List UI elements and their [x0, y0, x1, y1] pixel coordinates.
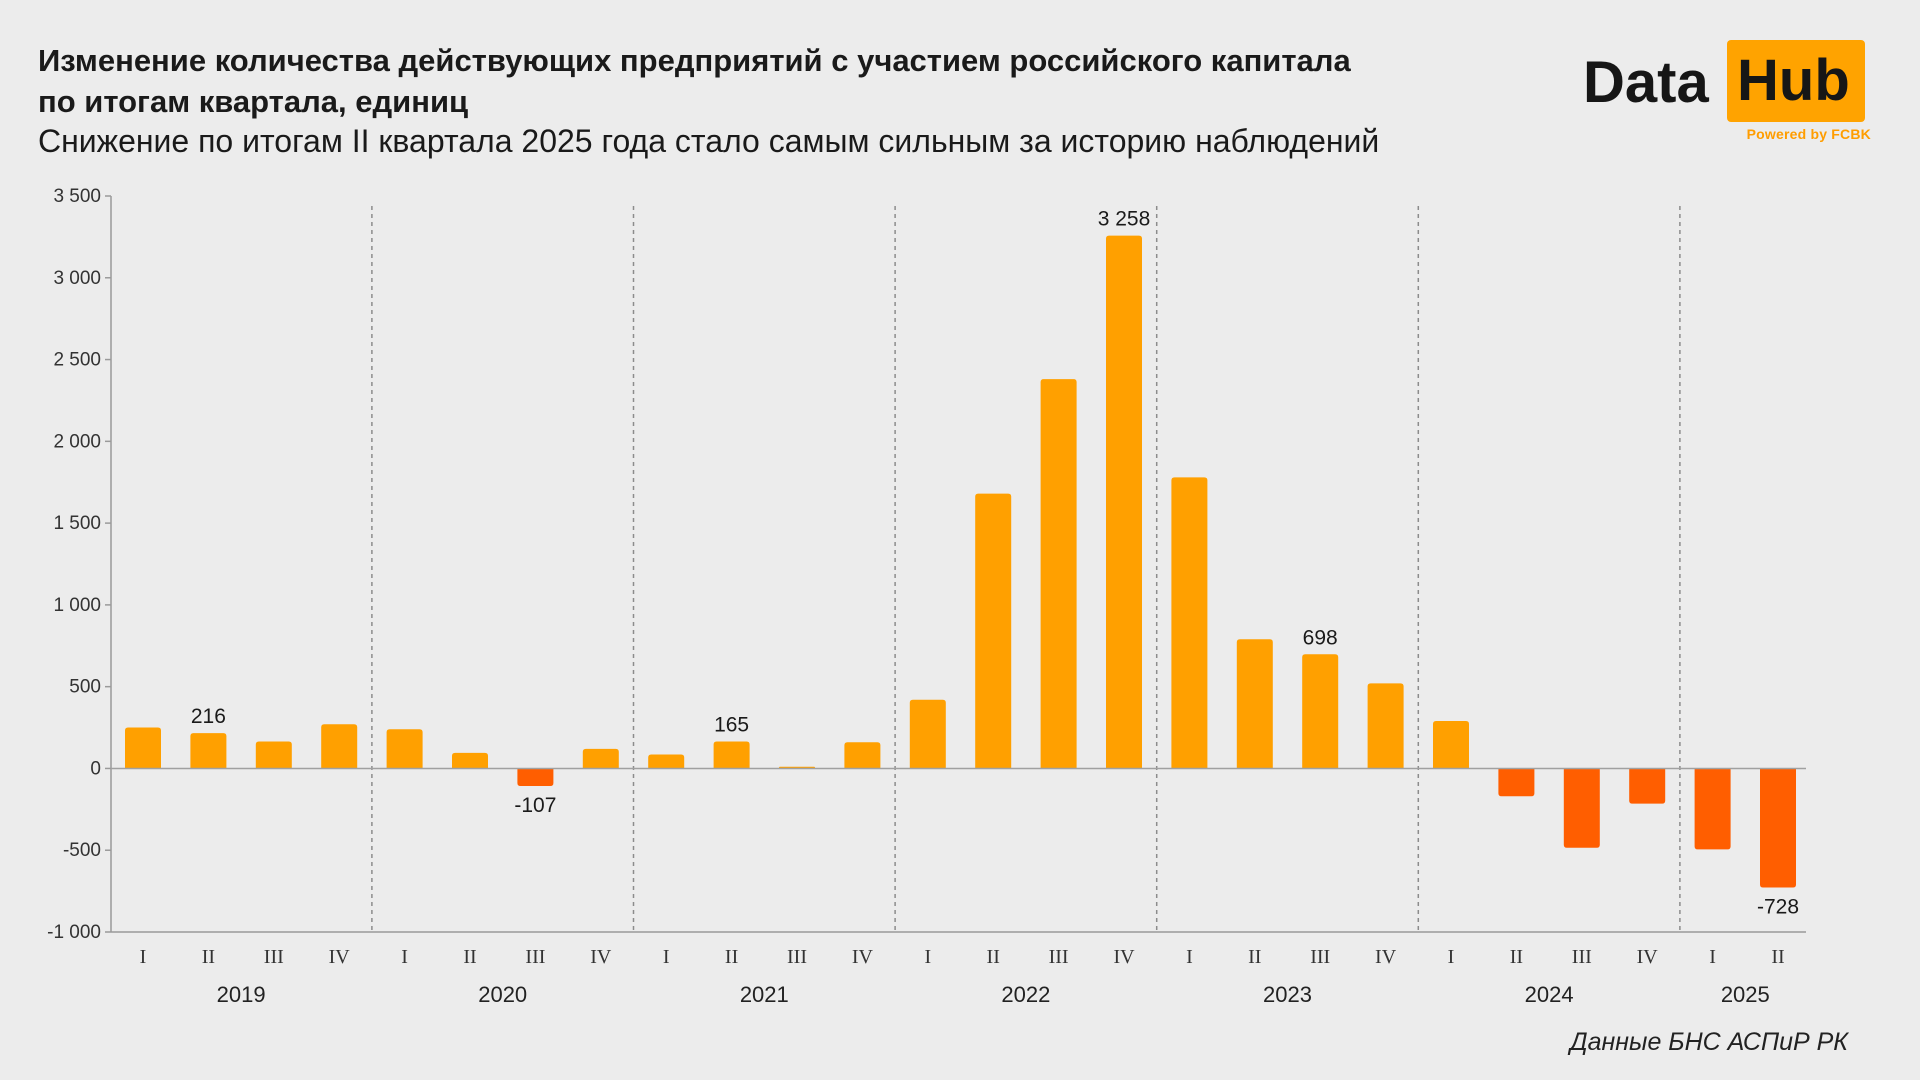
logo-tagline: Powered by FCBK — [1746, 126, 1871, 142]
x-tick-label: II — [1248, 946, 1261, 968]
data-source-note: Данные БНС АСПиР РК — [1570, 1028, 1848, 1056]
x-tick-label: III — [787, 946, 807, 968]
bar — [1171, 477, 1208, 769]
y-tick-label: 2 000 — [53, 431, 101, 452]
bar — [517, 768, 554, 786]
y-tick-label: -1 000 — [47, 922, 101, 943]
x-tick-label: I — [924, 946, 931, 968]
y-tick-label: 3 500 — [53, 186, 101, 207]
chart-title: Изменение количества действующих предпри… — [38, 40, 1538, 122]
data-label: 216 — [191, 705, 226, 728]
bar — [321, 724, 358, 769]
y-tick-label: 1 500 — [53, 513, 101, 534]
datahub-logo: Data Hub Powered by FCBK — [1583, 40, 1873, 150]
bar — [255, 741, 292, 769]
x-tick-label: IV — [1375, 946, 1397, 968]
y-tick-label: 2 500 — [53, 350, 101, 371]
x-tick-label: IV — [1637, 946, 1659, 968]
x-year-label: 2023 — [1263, 982, 1312, 1007]
y-tick-label: 1 000 — [53, 595, 101, 616]
data-label: -107 — [514, 794, 556, 817]
bar — [1040, 379, 1077, 769]
bar — [1236, 639, 1273, 769]
bar — [1498, 768, 1535, 797]
x-tick-label: I — [1709, 946, 1716, 968]
bar — [648, 754, 685, 769]
x-tick-label: II — [1771, 946, 1784, 968]
bar — [1629, 768, 1666, 804]
bar — [1106, 235, 1142, 769]
logo-word-data: Data — [1583, 50, 1709, 115]
bar — [844, 742, 881, 769]
bar — [1563, 768, 1600, 848]
data-label: 3 258 — [1098, 208, 1151, 231]
x-tick-label: I — [140, 946, 147, 968]
x-year-label: 2024 — [1525, 982, 1574, 1007]
data-label: 698 — [1303, 626, 1338, 649]
data-label: -728 — [1757, 896, 1799, 919]
bar — [386, 729, 423, 769]
y-tick-label: 0 — [90, 758, 101, 779]
bar — [1760, 768, 1796, 888]
x-tick-label: II — [463, 946, 476, 968]
bar — [452, 752, 488, 769]
bar — [125, 727, 161, 769]
logo-hub-box: Hub — [1727, 40, 1865, 122]
x-tick-label: I — [663, 946, 670, 968]
bar — [975, 493, 1012, 769]
bar — [582, 748, 619, 769]
x-tick-label: IV — [1113, 946, 1135, 968]
x-tick-label: I — [1186, 946, 1193, 968]
bar — [1433, 721, 1469, 769]
x-tick-label: III — [1310, 946, 1330, 968]
x-tick-label: IV — [590, 946, 612, 968]
chart-title-line2: по итогам квартала, единиц — [38, 84, 469, 119]
logo-word-hub: Hub — [1737, 48, 1850, 113]
data-label: 165 — [714, 713, 749, 736]
x-tick-label: IV — [329, 946, 351, 968]
bar — [909, 699, 946, 769]
x-tick-label: III — [264, 946, 284, 968]
bar — [190, 733, 227, 769]
x-tick-label: I — [1448, 946, 1455, 968]
x-tick-label: III — [1572, 946, 1592, 968]
bar — [1302, 654, 1339, 769]
x-tick-label: II — [725, 946, 738, 968]
y-tick-label: 500 — [69, 677, 101, 698]
x-tick-label: III — [525, 946, 545, 968]
bar — [713, 741, 750, 769]
chart-subtitle: Снижение по итогам II квартала 2025 года… — [38, 123, 1380, 159]
chart-title-line1: Изменение количества действующих предпри… — [38, 43, 1351, 78]
x-year-label: 2021 — [740, 982, 789, 1007]
x-year-label: 2019 — [217, 982, 266, 1007]
x-year-label: 2020 — [478, 982, 527, 1007]
x-year-label: 2022 — [1001, 982, 1050, 1007]
x-tick-label: II — [1510, 946, 1523, 968]
bar — [1694, 768, 1731, 850]
x-tick-label: I — [401, 946, 408, 968]
x-year-label: 2025 — [1721, 982, 1770, 1007]
x-tick-label: II — [202, 946, 215, 968]
x-tick-label: III — [1049, 946, 1069, 968]
y-tick-label: 3 000 — [53, 268, 101, 289]
bar — [1367, 683, 1404, 769]
y-tick-label: -500 — [63, 840, 101, 861]
x-tick-label: II — [987, 946, 1000, 968]
x-tick-label: IV — [852, 946, 874, 968]
